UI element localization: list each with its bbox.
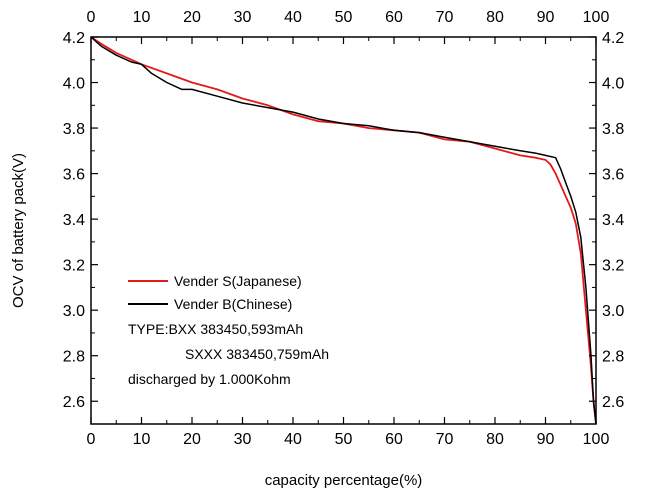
x-tick-label-top: 50: [335, 9, 353, 26]
x-tick-label-top: 10: [133, 9, 151, 26]
legend-box: [120, 265, 405, 395]
x-tick-label-bottom: 0: [87, 431, 96, 448]
y-tick-label-left: 2.6: [63, 394, 85, 411]
legend-label-vender-b: Vender B(Chinese): [174, 296, 292, 312]
series-line-vender-s: [90, 36, 597, 425]
x-tick-label-top: 20: [183, 9, 201, 26]
x-tick-label-bottom: 10: [133, 431, 151, 448]
x-tick-label-top: 90: [537, 9, 555, 26]
x-tick-label-bottom: 20: [183, 431, 201, 448]
y-axis-title: OCV of battery pack(V): [10, 153, 27, 308]
annotation-discharge-load: discharged by 1.000Kohm: [128, 371, 291, 387]
x-tick-label-bottom: 90: [537, 431, 555, 448]
ticks-layer: [90, 36, 597, 425]
legend: Vender S(Japanese) Vender B(Chinese) TYP…: [120, 265, 405, 395]
x-tick-label-bottom: 100: [583, 431, 610, 448]
y-tick-label-right: 3.8: [602, 121, 624, 138]
series-layer: [90, 36, 597, 425]
y-tick-label-left: 3.0: [63, 303, 85, 320]
x-tick-label-top: 30: [234, 9, 252, 26]
y-tick-label-right: 3.4: [602, 212, 624, 229]
y-tick-label-right: 4.2: [602, 30, 624, 47]
x-tick-label-bottom: 30: [234, 431, 252, 448]
y-tick-label-right: 3.0: [602, 303, 624, 320]
y-tick-label-left: 3.2: [63, 258, 85, 275]
legend-label-vender-s: Vender S(Japanese): [174, 273, 302, 289]
y-tick-label-left: 2.8: [63, 349, 85, 366]
y-tick-label-right: 2.6: [602, 394, 624, 411]
y-tick-label-right: 4.0: [602, 76, 624, 93]
annotation-type-sxxx: SXXX 383450,759mAh: [185, 346, 329, 362]
x-tick-label-bottom: 80: [486, 431, 504, 448]
x-tick-label-bottom: 50: [335, 431, 353, 448]
y-tick-label-left: 3.4: [63, 212, 85, 229]
y-tick-label-right: 3.2: [602, 258, 624, 275]
tick-labels-layer: 0 0 10 10 20 20 30 30 40 40 50 50 60 60 70 70 80 80 90 90 10…: [63, 9, 625, 448]
y-tick-label-right: 2.8: [602, 349, 624, 366]
series-line-vender-b: [90, 36, 597, 425]
y-tick-label-left: 3.8: [63, 121, 85, 138]
x-tick-label-top: 60: [385, 9, 403, 26]
y-tick-label-left: 4.2: [63, 30, 85, 47]
annotation-type-bxx: TYPE:BXX 383450,593mAh: [128, 321, 303, 337]
x-axis-title: capacity percentage(%): [265, 472, 423, 489]
x-tick-label-bottom: 40: [284, 431, 302, 448]
x-tick-label-top: 100: [583, 9, 610, 26]
y-tick-label-right: 3.6: [602, 167, 624, 184]
x-tick-label-bottom: 70: [436, 431, 454, 448]
x-tick-label-bottom: 60: [385, 431, 403, 448]
x-tick-label-top: 80: [486, 9, 504, 26]
x-tick-label-top: 40: [284, 9, 302, 26]
y-tick-label-left: 4.0: [63, 76, 85, 93]
y-tick-label-left: 3.6: [63, 167, 85, 184]
x-tick-label-top: 0: [87, 9, 96, 26]
x-tick-label-top: 70: [436, 9, 454, 26]
